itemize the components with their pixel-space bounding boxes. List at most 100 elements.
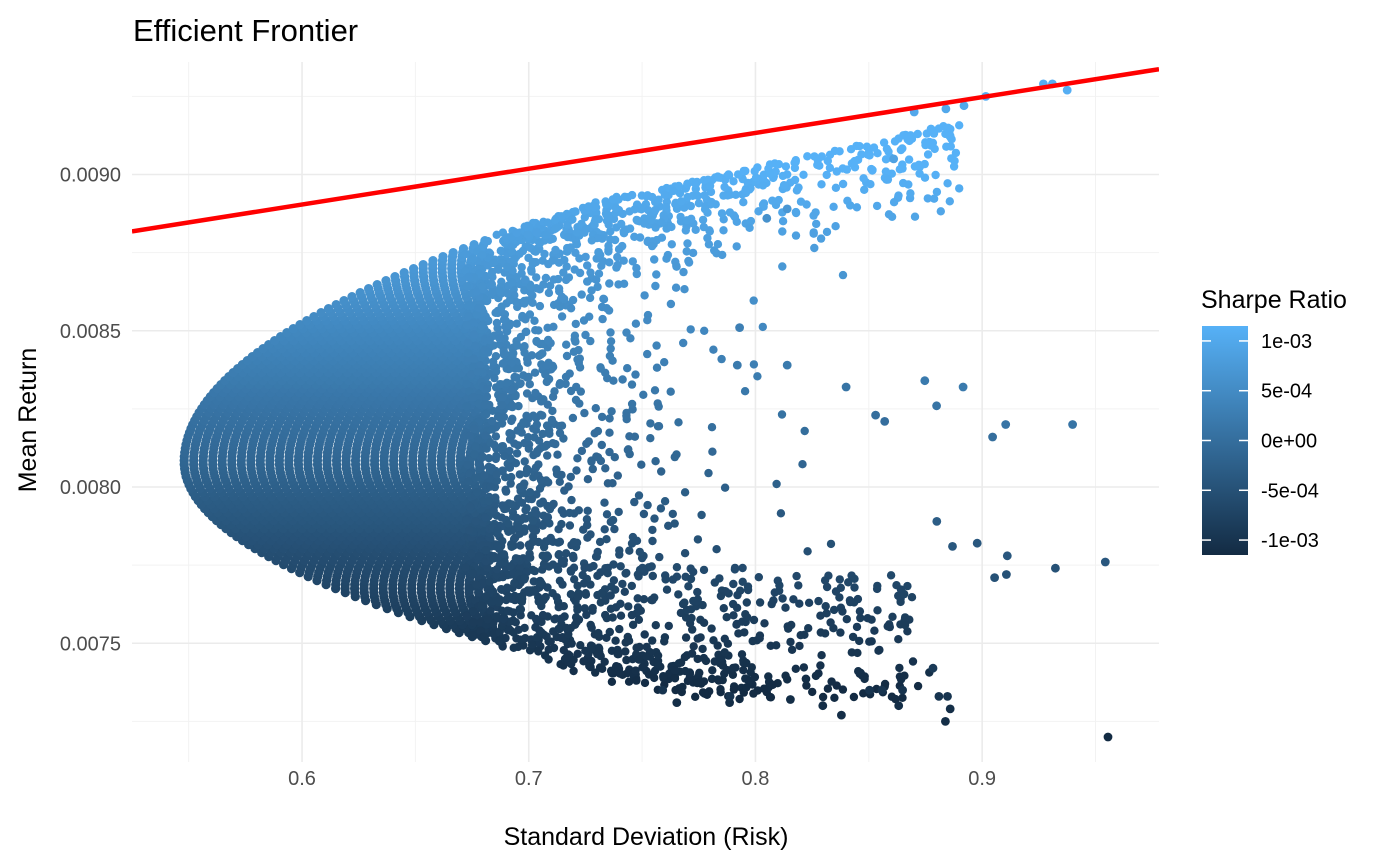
portfolio-point: [511, 297, 521, 307]
portfolio-point: [742, 598, 751, 607]
portfolio-point: [510, 578, 519, 588]
portfolio-point: [331, 300, 341, 310]
portfolio-point: [607, 677, 617, 686]
portfolio-point: [637, 460, 646, 469]
portfolio-point: [605, 351, 615, 361]
portfolio-point: [579, 579, 589, 588]
portfolio-point: [802, 681, 811, 690]
portfolio-point: [581, 330, 590, 340]
portfolio-point: [502, 378, 511, 387]
portfolio-point: [803, 152, 812, 161]
portfolio-point: [485, 577, 494, 586]
portfolio-point: [462, 321, 472, 330]
portfolio-point: [493, 526, 502, 535]
portfolio-point: [914, 160, 923, 169]
portfolio-point: [674, 590, 683, 599]
portfolio-point: [598, 314, 607, 324]
portfolio-point: [650, 514, 659, 523]
portfolio-point: [632, 536, 642, 545]
portfolio-point: [576, 641, 585, 650]
portfolio-point: [667, 240, 676, 249]
portfolio-point: [681, 633, 691, 642]
portfolio-point: [587, 623, 596, 632]
portfolio-point: [648, 536, 657, 546]
portfolio-point: [638, 663, 647, 672]
portfolio-point: [566, 386, 576, 396]
portfolio-point: [1062, 85, 1072, 95]
portfolio-point: [507, 472, 516, 482]
portfolio-point: [850, 156, 859, 166]
portfolio-point: [830, 693, 839, 702]
portfolio-point: [566, 304, 576, 313]
portfolio-point: [907, 593, 917, 602]
portfolio-point: [848, 632, 858, 642]
portfolio-point: [525, 380, 534, 389]
portfolio-point: [710, 246, 719, 255]
portfolio-point: [595, 537, 605, 547]
portfolio-point: [602, 535, 611, 544]
portfolio-point: [920, 376, 930, 386]
portfolio-point: [786, 637, 795, 647]
portfolio-point: [569, 655, 578, 664]
portfolio-point: [668, 509, 677, 519]
portfolio-point: [478, 579, 487, 588]
portfolio-point: [530, 368, 540, 377]
portfolio-point: [545, 519, 554, 528]
portfolio-point: [772, 479, 781, 489]
portfolio-point: [650, 255, 659, 264]
portfolio-point: [818, 692, 828, 702]
portfolio-point: [895, 165, 904, 174]
portfolio-point: [530, 316, 539, 325]
portfolio-point: [524, 253, 533, 263]
portfolio-point: [500, 557, 509, 567]
portfolio-point: [717, 209, 727, 218]
portfolio-point: [666, 299, 676, 309]
portfolio-point: [482, 410, 491, 419]
portfolio-point: [488, 288, 497, 297]
portfolio-point: [577, 446, 587, 456]
portfolio-point: [865, 151, 874, 160]
portfolio-point: [682, 605, 692, 615]
portfolio-point: [497, 401, 507, 410]
portfolio-point: [634, 615, 644, 624]
portfolio-point: [606, 591, 615, 600]
portfolio-point: [565, 508, 574, 518]
portfolio-point: [478, 250, 487, 259]
portfolio-point: [491, 308, 500, 317]
portfolio-point: [633, 594, 642, 603]
portfolio-point: [602, 510, 612, 519]
portfolio-point: [498, 359, 508, 368]
portfolio-point: [526, 282, 535, 291]
portfolio-point: [469, 424, 479, 434]
portfolio-point: [468, 393, 478, 402]
portfolio-point: [465, 431, 475, 440]
portfolio-point: [549, 322, 558, 331]
portfolio-point: [478, 282, 487, 291]
portfolio-point: [574, 506, 583, 515]
portfolio-point: [620, 227, 629, 236]
portfolio-point: [497, 513, 506, 522]
portfolio-point: [522, 411, 531, 420]
portfolio-point: [557, 312, 567, 321]
portfolio-point: [492, 318, 502, 328]
portfolio-point: [614, 245, 624, 254]
portfolio-point: [584, 202, 593, 211]
portfolio-point: [613, 252, 622, 262]
portfolio-point: [716, 685, 725, 694]
portfolio-point: [856, 613, 865, 623]
portfolio-point: [852, 622, 862, 632]
portfolio-point: [796, 631, 805, 640]
portfolio-point: [496, 246, 505, 255]
portfolio-point: [562, 653, 571, 663]
portfolio-point: [923, 150, 933, 159]
portfolio-point: [932, 187, 942, 197]
portfolio-point: [504, 592, 513, 601]
portfolio-point: [654, 195, 663, 204]
portfolio-point: [679, 338, 688, 348]
portfolio-point: [936, 207, 945, 216]
portfolio-point: [640, 291, 649, 300]
portfolio-point: [610, 453, 619, 462]
portfolio-point: [791, 208, 801, 218]
portfolio-point: [618, 375, 627, 384]
